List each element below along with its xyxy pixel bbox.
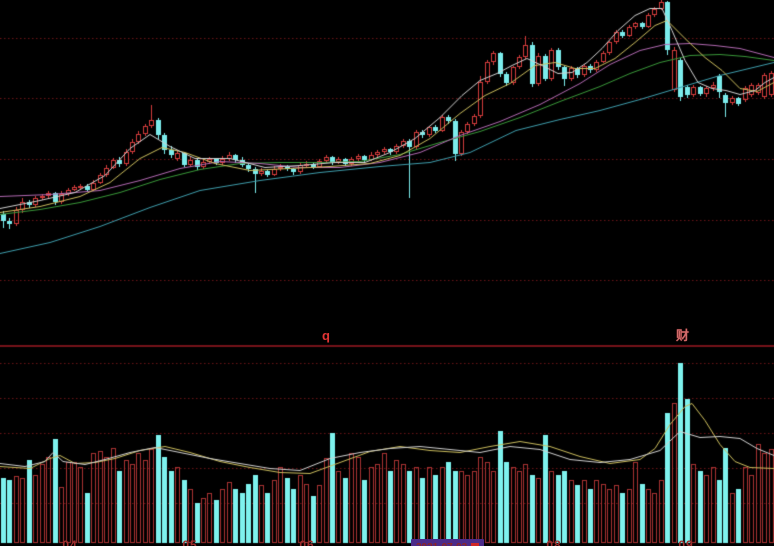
x-axis-label: 06	[299, 538, 315, 546]
tooltip-marker-square	[471, 543, 480, 546]
x-axis-label: 08	[546, 538, 562, 546]
price-pane-marker-cai: 财	[676, 328, 690, 343]
tooltip-date-text: 2021-07-02	[416, 542, 467, 546]
x-axis-label: 04	[62, 538, 78, 546]
x-axis-label: 09	[678, 538, 694, 546]
x-axis-label: 05	[182, 538, 198, 546]
price-pane-marker-q: q	[322, 328, 330, 343]
date-tooltip: 2021-07-02	[411, 539, 485, 546]
